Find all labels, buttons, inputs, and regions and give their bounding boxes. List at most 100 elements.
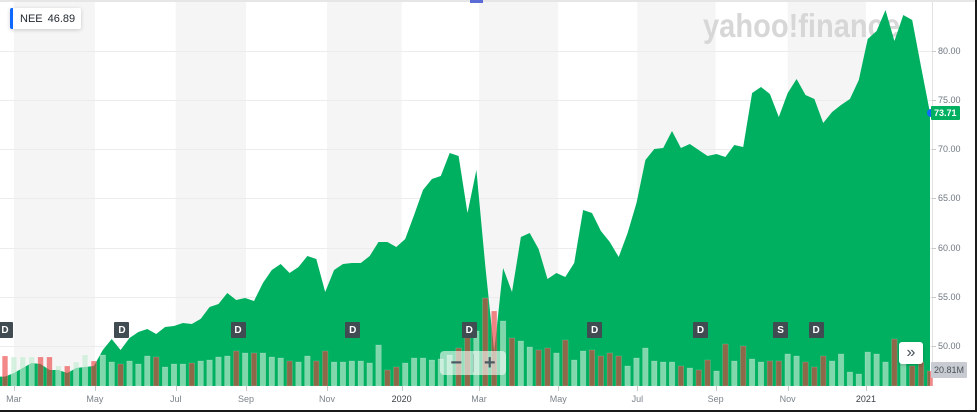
volume-bar-down [535, 349, 542, 387]
volume-bar-down [811, 366, 818, 387]
x-tick-mark [176, 386, 177, 391]
volume-bar-up [19, 356, 26, 387]
frame-border-bottom [0, 410, 977, 412]
volume-bar-down [918, 361, 925, 387]
x-axis-label: May [86, 394, 104, 404]
expand-chart-button[interactable]: » [899, 342, 923, 364]
y-axis-label: 60.00 [938, 242, 961, 253]
dividend-marker[interactable]: D [0, 322, 13, 338]
symbol-tag[interactable]: NEE 46.89 [10, 8, 82, 29]
x-axis-label: Jul [631, 394, 644, 404]
volume-bar-up [28, 356, 35, 387]
volume-bar-up [419, 357, 427, 387]
current-price-tag: 73.71 [931, 106, 960, 120]
volume-bar-down [820, 355, 827, 387]
volume-bar-down [606, 352, 613, 387]
volume-bar-down [384, 369, 391, 387]
y-tick-mark [932, 346, 936, 347]
x-axis-label: 2021 [855, 394, 876, 404]
volume-bar-down [1, 355, 9, 387]
volume-bar-up [170, 363, 178, 387]
volume-bar-up [366, 362, 373, 387]
y-axis-label: 80.00 [938, 46, 961, 56]
volume-bar-up [277, 357, 284, 387]
volume-bar-down [250, 352, 258, 387]
volume-bar-up [55, 365, 62, 387]
zoom-divider [472, 354, 474, 372]
dividend-marker[interactable]: D [114, 322, 130, 338]
volume-bar-up [304, 355, 311, 387]
volume-bar-down [64, 365, 71, 387]
x-tick-mark [246, 386, 247, 391]
x-tick-mark [14, 386, 15, 391]
volume-bar-up [660, 361, 667, 387]
volume-bar-up [206, 359, 213, 387]
y-axis-label: 70.00 [938, 144, 961, 155]
volume-bar-up [517, 340, 524, 387]
current-volume-tag: 20.81M [931, 362, 968, 378]
volume-bar-up [686, 367, 693, 387]
x-axis-label: Jul [169, 394, 182, 404]
x-axis-label: Sep [707, 394, 724, 404]
volume-bar-down [393, 366, 400, 387]
volume-bar-down [117, 363, 124, 387]
volume-bar-up [268, 356, 275, 387]
y-tick-mark [932, 100, 936, 101]
zoom-in-button[interactable]: + [483, 352, 496, 374]
x-tick-mark [558, 386, 559, 391]
volume-bar-down [891, 338, 898, 387]
volume-bar-down [286, 360, 293, 387]
volume-bar-up [179, 363, 186, 387]
y-axis-label: 65.00 [938, 193, 961, 204]
y-axis-label: 75.00 [938, 95, 961, 106]
volume-bar-up [126, 360, 133, 387]
volume-bar-down [704, 359, 711, 387]
volume-bar-up [295, 361, 302, 387]
dividend-marker[interactable]: D [587, 322, 603, 338]
volume-bar-down [926, 370, 934, 387]
x-tick-mark [327, 386, 328, 391]
dividend-marker[interactable]: D [808, 322, 824, 338]
volume-bar-down [740, 345, 747, 387]
volume-bar-up [526, 346, 533, 387]
dividend-marker[interactable]: D [230, 322, 246, 338]
zoom-out-button[interactable]: − [450, 352, 463, 374]
volume-bar-up [651, 360, 658, 387]
volume-bar-up [580, 350, 587, 387]
dividend-marker[interactable]: D [693, 322, 708, 338]
volume-bar-up [357, 360, 364, 387]
volume-bar-up [144, 355, 151, 387]
y-tick-mark [932, 51, 936, 52]
x-axis-label: Sep [238, 394, 255, 404]
symbol-label: NEE [20, 12, 43, 25]
volume-bar-down [766, 360, 773, 387]
volume-bar-up [331, 361, 338, 387]
volume-bar-down [313, 360, 320, 387]
volume-bar-up [553, 352, 560, 387]
x-axis-label: Nov [779, 394, 796, 404]
y-tick-mark [932, 198, 936, 199]
symbol-value: 46.89 [47, 12, 76, 25]
volume-bar-down [153, 356, 160, 387]
range-handle[interactable] [470, 0, 483, 3]
volume-bar-down [677, 365, 684, 387]
volume-bar-up [82, 354, 89, 387]
volume-bar-up [757, 361, 765, 387]
dividend-marker[interactable]: D [345, 322, 361, 338]
x-tick-mark [866, 386, 867, 391]
volume-bar-down [544, 347, 551, 387]
split-marker[interactable]: S [773, 322, 789, 338]
volume-bar-up [829, 360, 836, 387]
dividend-marker[interactable]: D [461, 322, 477, 338]
x-axis-label: Mar [471, 394, 487, 404]
volume-bar-down [233, 350, 240, 387]
y-tick-mark [932, 297, 936, 298]
volume-bar-up [73, 361, 80, 387]
volume-bar-up [624, 365, 631, 387]
volume-bar-down [695, 369, 702, 387]
volume-bar-up [411, 357, 418, 387]
volume-bar-up [855, 373, 862, 387]
frame-border-right [975, 0, 977, 412]
volume-bar-down [491, 310, 498, 387]
y-axis-label: 50.00 [938, 340, 961, 351]
